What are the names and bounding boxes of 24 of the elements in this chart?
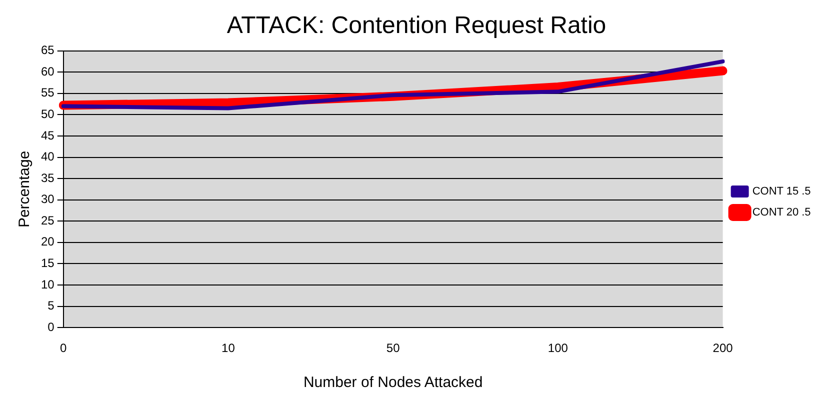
y-tick-label: 45 bbox=[40, 128, 55, 142]
x-tick-label: 200 bbox=[712, 341, 734, 356]
x-tick-label: 100 bbox=[548, 341, 568, 356]
legend-label: CONT 15 .5 bbox=[752, 186, 811, 198]
x-tick-label: 0 bbox=[60, 341, 68, 356]
y-tick-label: 35 bbox=[40, 170, 55, 185]
y-tick-label: 60 bbox=[40, 64, 55, 78]
y-tick-label: 15 bbox=[40, 256, 55, 270]
chart-title: ATTACK: Contention Request Ratio bbox=[226, 12, 606, 40]
y-tick-label: 40 bbox=[40, 150, 55, 164]
x-tick-label: 10 bbox=[222, 341, 236, 356]
y-tick-label: 5 bbox=[48, 298, 55, 313]
y-tick-label: 65 bbox=[40, 43, 55, 58]
y-tick-label: 20 bbox=[40, 234, 55, 249]
y-tick-label: 25 bbox=[40, 213, 55, 228]
y-tick-label: 50 bbox=[40, 106, 55, 121]
y-tick-label: 0 bbox=[48, 320, 55, 334]
y-tick-label: 30 bbox=[40, 192, 55, 206]
y-axis-title: Percentage bbox=[16, 150, 34, 228]
legend-label: CONT 20 .5 bbox=[752, 206, 811, 219]
x-tick-label: 50 bbox=[386, 341, 400, 356]
y-tick-label: 10 bbox=[40, 277, 55, 292]
y-tick-label: 55 bbox=[40, 86, 55, 100]
x-axis-title: Number of Nodes Attacked bbox=[303, 374, 483, 392]
